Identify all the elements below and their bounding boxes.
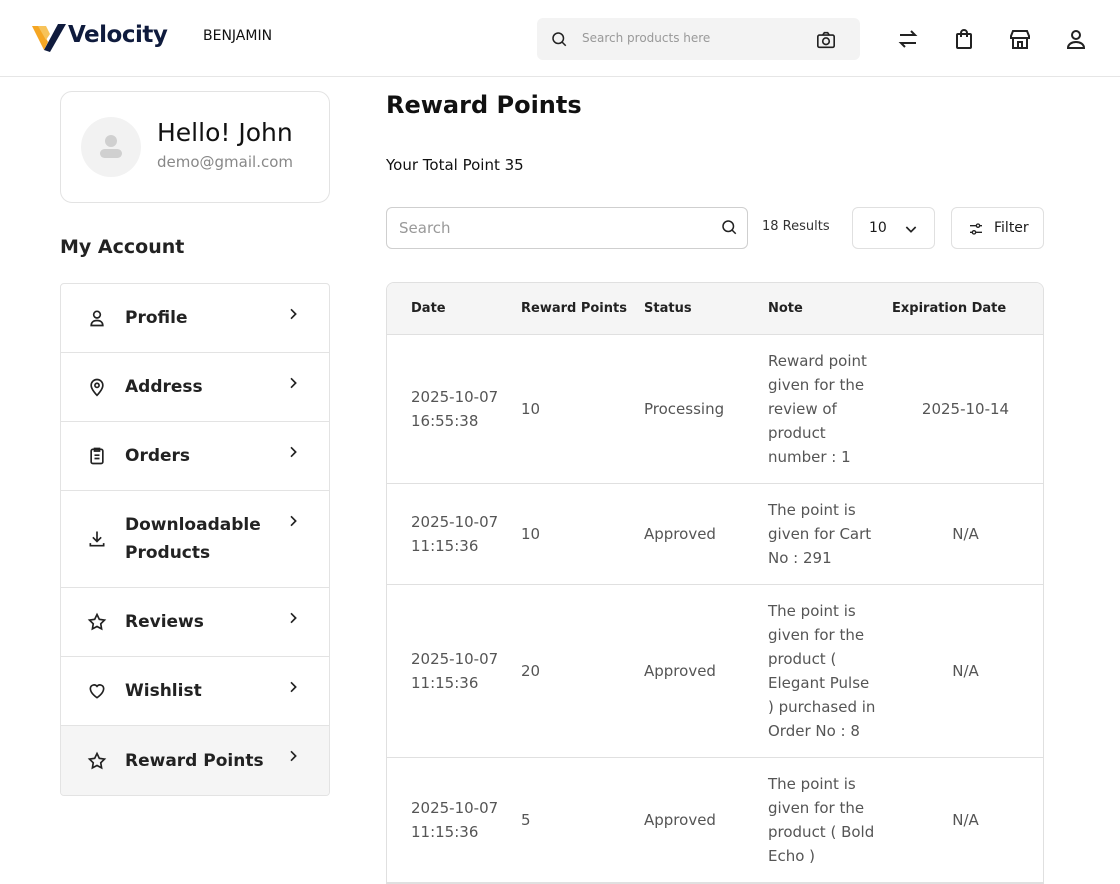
column-header: Status: [634, 283, 758, 335]
table-cell: 2025-10-14: [882, 334, 1043, 484]
table-row: 2025-10-07 11:15:36 10 Approved The point i…: [387, 483, 1043, 585]
table-cell: N/A: [882, 584, 1043, 758]
account-menu: Profile Address Orders Downloadable Product…: [60, 283, 330, 796]
greeting: Hello! John: [157, 118, 293, 147]
table-cell: 2025-10-07 11:15:36: [387, 483, 511, 585]
menu-icon: [87, 612, 107, 631]
logo-mark[interactable]: [32, 22, 66, 52]
chevron-right: [290, 750, 297, 762]
chevron-right: [290, 681, 297, 693]
table-cell: 5: [511, 757, 634, 883]
table-body: 2025-10-07 16:55:38 10 Processing Reward po…: [387, 334, 1043, 883]
sidebar-title: My Account: [60, 236, 185, 258]
table-cell: 10: [511, 334, 634, 484]
avatar: [81, 117, 141, 177]
filter-button[interactable]: Filter: [951, 207, 1044, 249]
table-cell: 2025-10-07 16:55:38: [387, 334, 511, 484]
search-placeholder: Search products here: [582, 31, 711, 45]
column-header: Expiration Date: [882, 283, 1043, 335]
menu-item[interactable]: Downloadable Products: [61, 491, 329, 588]
menu-icon: [90, 310, 104, 327]
reward-search[interactable]: Search: [386, 207, 748, 249]
menu-icon: [89, 531, 105, 547]
menu-icon: [89, 684, 105, 699]
menu-item[interactable]: Address: [61, 353, 329, 422]
menu-label: Reward Points: [125, 750, 264, 771]
table-cell: 2025-10-07 11:15:36: [387, 584, 511, 758]
chevron-right: [290, 446, 297, 458]
results-count: 18 Results: [762, 219, 830, 234]
menu-label: Address: [125, 377, 203, 397]
menu-item[interactable]: Wishlist: [61, 657, 329, 726]
column-header: Note: [758, 283, 882, 335]
menu-icon: [90, 447, 104, 465]
filter-label: Filter: [994, 220, 1029, 236]
search-icon: [552, 32, 567, 47]
header-row: Date Reward Points Status Note Expiration Da…: [387, 283, 1043, 335]
avatar-icon: [100, 135, 122, 158]
table-cell: Approved: [634, 757, 758, 883]
chevron-right: [290, 515, 297, 527]
menu-label: Wishlist: [125, 681, 202, 701]
menu-label: Profile: [125, 308, 188, 328]
profile-card: Hello! John demo@gmail.com: [60, 91, 330, 203]
menu-label: Orders: [125, 446, 191, 466]
account-icon[interactable]: [1064, 27, 1088, 51]
menu-item[interactable]: Reward Points: [61, 726, 329, 795]
table-cell: The point is given for the product ( Ele…: [758, 584, 882, 758]
reward-table: Date Reward Points Status Note Expiration Da…: [386, 282, 1044, 884]
chevron-right: [290, 377, 297, 389]
page-title: Reward Points: [386, 91, 582, 119]
table-row: 2025-10-07 11:15:36 20 Approved The point i…: [387, 584, 1043, 758]
table-cell: The point is given for Cart No : 291: [758, 483, 882, 585]
top-bar: Velocity BENJAMIN Search products here: [0, 0, 1120, 77]
table: Date Reward Points Status Note Expiration Da…: [387, 283, 1043, 883]
camera-icon[interactable]: [816, 31, 836, 49]
menu-item[interactable]: Orders: [61, 422, 329, 491]
table-cell: The point is given for the product ( Bol…: [758, 757, 882, 883]
table-cell: 10: [511, 483, 634, 585]
column-header: Date: [387, 283, 511, 335]
search-icon[interactable]: [720, 218, 738, 236]
menu-label: Downloadable Products: [125, 515, 261, 563]
product-search[interactable]: Search products here: [537, 18, 860, 60]
table-cell: Approved: [634, 483, 758, 585]
menu-item[interactable]: Reviews: [61, 588, 329, 657]
table-cell: Reward point given for the review of pro…: [758, 334, 882, 484]
per-page-select[interactable]: 10: [852, 207, 935, 249]
compare-icon[interactable]: [896, 27, 920, 51]
filter-icon: [970, 223, 982, 235]
menu-icon: [90, 378, 104, 397]
total-points: Your Total Point 35: [386, 156, 524, 174]
store-icon[interactable]: [1008, 27, 1032, 51]
menu-label: Reviews: [125, 612, 204, 632]
per-page-value: 10: [869, 220, 887, 236]
table-cell: Processing: [634, 334, 758, 484]
search-placeholder: Search: [399, 219, 451, 237]
total-value: 35: [504, 156, 524, 174]
menu-item[interactable]: Profile: [61, 284, 329, 353]
column-header: Reward Points: [511, 283, 634, 335]
table-cell: N/A: [882, 483, 1043, 585]
email: demo@gmail.com: [157, 153, 294, 171]
chevron-right: [290, 612, 297, 624]
user-name[interactable]: BENJAMIN: [203, 28, 273, 44]
table-cell: 20: [511, 584, 634, 758]
table-cell: 2025-10-07 11:15:36: [387, 757, 511, 883]
table-row: 2025-10-07 11:15:36 5 Approved The point is…: [387, 757, 1043, 883]
table-cell: N/A: [882, 757, 1043, 883]
total-label: Your Total Point: [386, 156, 500, 174]
chevron-right: [290, 308, 297, 320]
menu-icon: [87, 751, 107, 769]
brand-name[interactable]: Velocity: [68, 22, 168, 48]
chevron-down: [905, 226, 917, 233]
cart-icon[interactable]: [952, 27, 976, 51]
table-cell: Approved: [634, 584, 758, 758]
table-row: 2025-10-07 16:55:38 10 Processing Reward po…: [387, 334, 1043, 484]
